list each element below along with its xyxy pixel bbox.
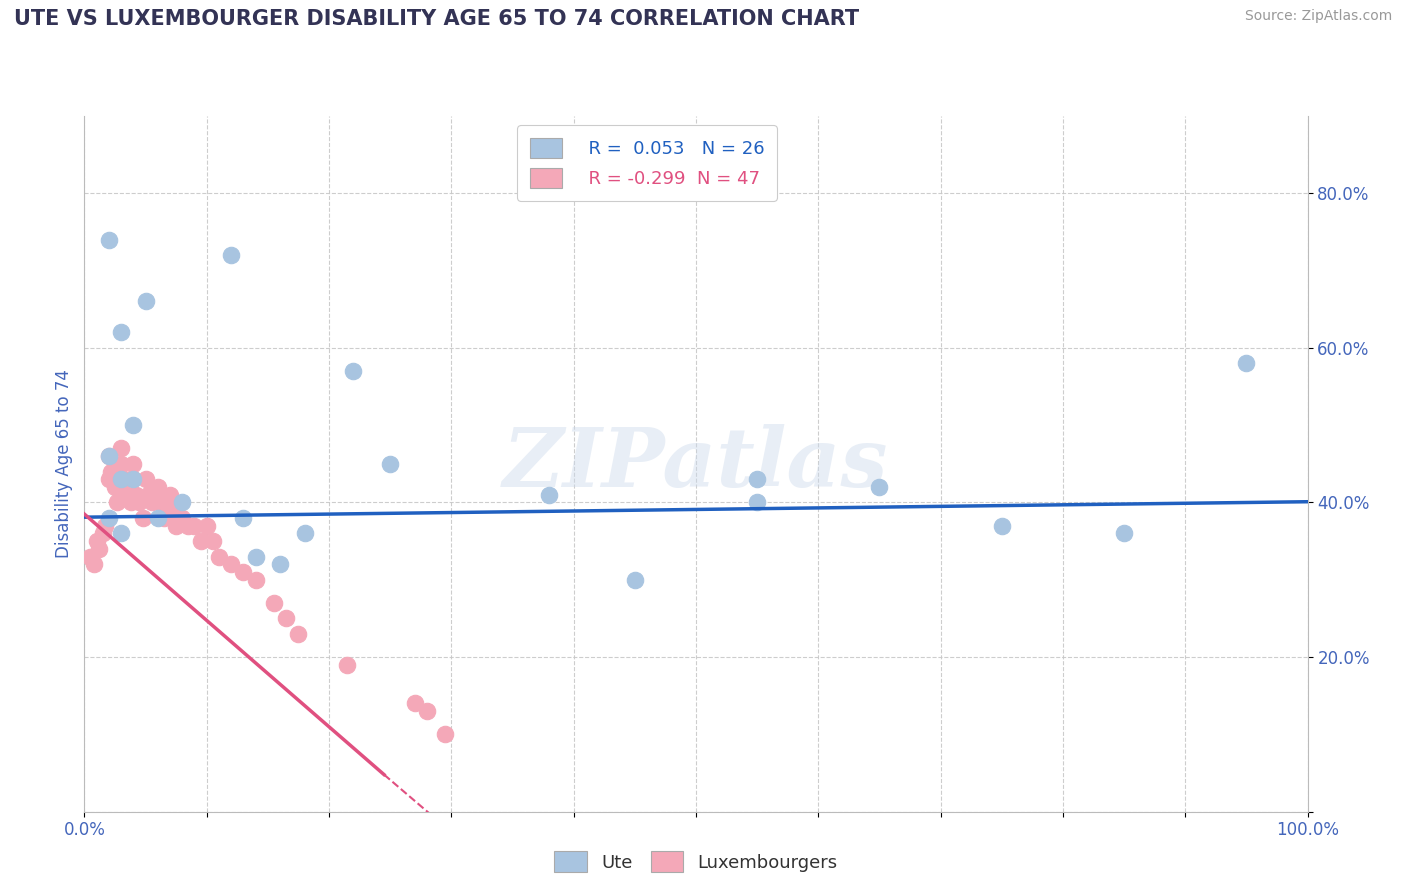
Point [869, 480, 891, 494]
Point [201, 534, 224, 549]
Point [190, 534, 212, 549]
Point [110, 472, 132, 486]
Point [132, 511, 155, 525]
Point [624, 573, 647, 587]
Point [105, 495, 128, 509]
Point [115, 488, 138, 502]
Text: Source: ZipAtlas.com: Source: ZipAtlas.com [1244, 9, 1392, 23]
Text: ZIPatlas: ZIPatlas [503, 424, 889, 504]
Point [747, 472, 769, 486]
Point [336, 657, 359, 672]
Point [232, 565, 254, 579]
Point [294, 526, 316, 541]
Point [538, 488, 561, 502]
Point [287, 627, 309, 641]
Point [162, 503, 184, 517]
Point [97, 472, 120, 486]
Point [122, 472, 145, 486]
Point [91, 526, 114, 541]
Point [172, 511, 194, 525]
Point [112, 472, 135, 486]
Point [83, 558, 105, 572]
Point [94, 518, 117, 533]
Point [135, 472, 157, 486]
Point [135, 294, 157, 309]
Point [122, 418, 145, 433]
Text: UTE VS LUXEMBOURGER DISABILITY AGE 65 TO 74 CORRELATION CHART: UTE VS LUXEMBOURGER DISABILITY AGE 65 TO… [14, 9, 859, 29]
Point [263, 596, 285, 610]
Point [1234, 356, 1257, 370]
Point [97, 449, 120, 463]
Point [122, 457, 145, 471]
Point [86, 534, 108, 549]
Legend: Ute, Luxembourgers: Ute, Luxembourgers [547, 844, 845, 880]
Point [219, 558, 242, 572]
Point [416, 704, 439, 718]
Point [97, 233, 120, 247]
Point [177, 518, 200, 533]
Point [97, 449, 120, 463]
Point [87, 541, 110, 556]
Point [159, 488, 181, 502]
Point [245, 549, 267, 564]
Point [342, 364, 364, 378]
Point [276, 611, 298, 625]
Point [110, 457, 132, 471]
Point [146, 511, 169, 525]
Point [269, 558, 291, 572]
Y-axis label: Disability Age 65 to 74: Disability Age 65 to 74 [55, 369, 73, 558]
Point [149, 495, 172, 509]
Point [122, 472, 145, 486]
Point [165, 518, 187, 533]
Point [100, 465, 122, 479]
Point [172, 495, 194, 509]
Point [380, 457, 402, 471]
Point [128, 495, 150, 509]
Point [125, 488, 148, 502]
Point [232, 511, 254, 525]
Point [153, 511, 176, 525]
Point [434, 727, 457, 741]
Point [990, 518, 1012, 533]
Point [110, 326, 132, 340]
Point [141, 495, 163, 509]
Point [183, 518, 205, 533]
Point [97, 511, 120, 525]
Point [110, 442, 132, 456]
Point [136, 488, 159, 502]
Point [219, 248, 242, 262]
Point [110, 526, 132, 541]
Point [146, 480, 169, 494]
Point [404, 697, 426, 711]
Point [120, 495, 142, 509]
Point [195, 518, 218, 533]
Point [245, 573, 267, 587]
Point [208, 549, 231, 564]
Point [104, 480, 127, 494]
Point [747, 495, 769, 509]
Point [1114, 526, 1136, 541]
Point [79, 549, 101, 564]
